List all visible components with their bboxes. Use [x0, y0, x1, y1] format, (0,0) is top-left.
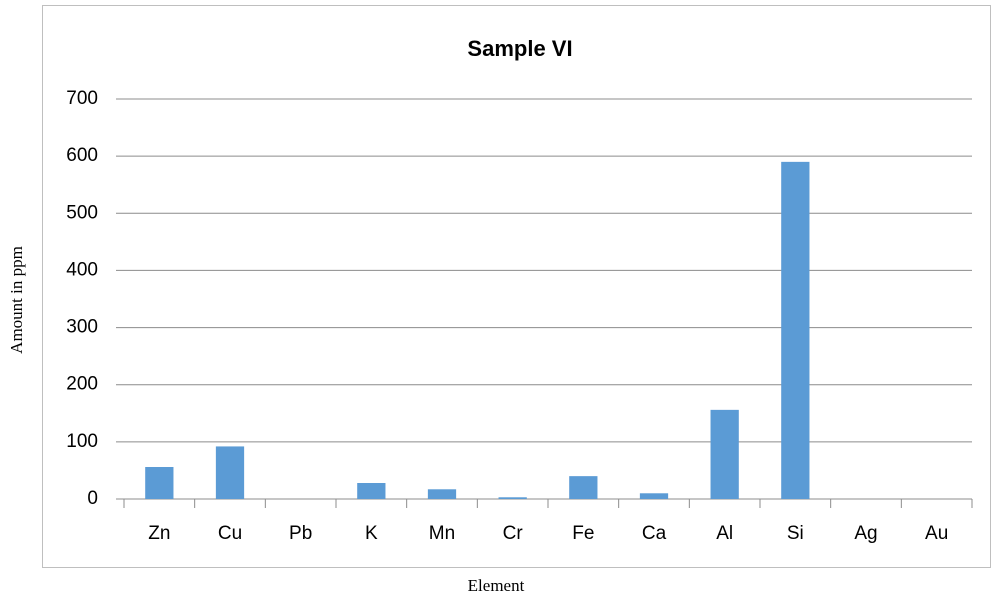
y-tick-label: 100	[66, 431, 98, 452]
bar	[639, 493, 669, 499]
bar	[710, 409, 739, 499]
x-axis-label: Element	[468, 576, 525, 595]
x-tick-label: Zn	[148, 523, 170, 544]
y-tick-label: 300	[66, 317, 98, 338]
x-tick-label: Ca	[642, 523, 667, 544]
x-tick-label: Al	[716, 523, 733, 544]
x-tick-label: Au	[925, 523, 948, 544]
chart-title: Sample VI	[467, 36, 572, 61]
bar	[569, 476, 598, 499]
x-tick-label: Ag	[854, 523, 877, 544]
y-tick-label: 0	[87, 488, 98, 509]
bar	[427, 489, 457, 499]
y-tick-label: 400	[66, 259, 98, 280]
x-tick-label: Cr	[503, 523, 524, 544]
bar	[781, 161, 810, 499]
y-axis-label: Amount in ppm	[7, 246, 26, 354]
y-tick-label: 700	[66, 88, 98, 109]
y-tick-label: 500	[66, 202, 98, 223]
x-tick-label: Cu	[218, 523, 242, 544]
bar	[215, 446, 245, 499]
x-tick-label: K	[365, 523, 378, 544]
x-tick-label: Si	[787, 523, 804, 544]
bar	[357, 483, 386, 499]
y-tick-label: 600	[66, 145, 98, 166]
y-tick-label: 200	[66, 374, 98, 395]
chart-frame	[42, 5, 991, 568]
x-tick-label: Pb	[289, 523, 312, 544]
bar	[145, 467, 174, 499]
x-tick-label: Fe	[572, 523, 594, 544]
x-tick-label: Mn	[429, 523, 455, 544]
bar	[498, 497, 527, 499]
